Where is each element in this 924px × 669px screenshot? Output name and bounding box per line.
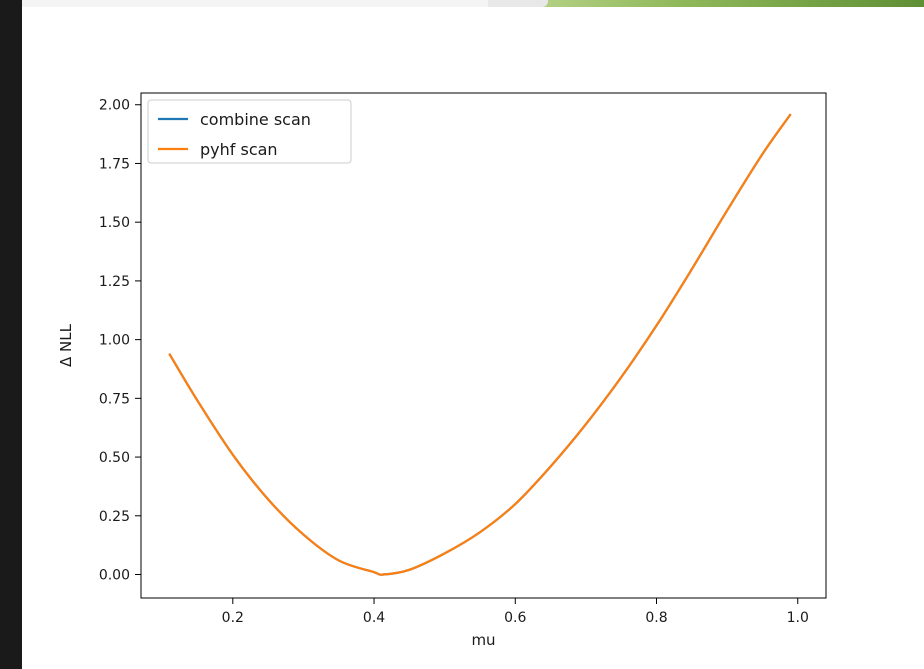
legend-label: combine scan xyxy=(200,110,311,129)
window-top-accent xyxy=(520,0,924,7)
window-top-tab xyxy=(488,0,548,7)
y-tick-label: 2.00 xyxy=(99,98,130,114)
y-tick-label: 1.75 xyxy=(99,156,130,172)
x-axis: 0.2 0.4 0.6 0.8 1.0 xyxy=(222,598,809,626)
x-tick-label: 0.4 xyxy=(363,610,385,626)
y-tick-label: 1.00 xyxy=(99,333,130,349)
window-top-strip xyxy=(22,0,490,7)
y-tick-label: 0.25 xyxy=(99,509,130,525)
series-layer xyxy=(168,113,792,576)
x-axis-label: mu xyxy=(471,631,495,649)
x-tick-label: 0.8 xyxy=(645,610,667,626)
dnll-scan-chart: 0.2 0.4 0.6 0.8 1.0 0.00 0.25 0.50 0.75 1.00 1.25… xyxy=(57,92,827,649)
figure-canvas: 0.2 0.4 0.6 0.8 1.0 0.00 0.25 0.50 0.75 1.00 1.25… xyxy=(22,7,924,669)
legend-box xyxy=(147,99,352,164)
y-tick-label: 0.50 xyxy=(99,450,130,466)
y-axis-label: Δ NLL xyxy=(57,323,75,367)
y-tick-label: 0.00 xyxy=(99,568,130,584)
series-line-combine-scan xyxy=(168,113,792,576)
y-tick-label: 1.50 xyxy=(99,215,130,231)
legend-label: pyhf scan xyxy=(200,140,278,159)
plot-frame xyxy=(140,92,827,599)
y-tick-label: 0.75 xyxy=(99,391,130,407)
x-tick-label: 0.6 xyxy=(504,610,526,626)
x-tick-label: 1.0 xyxy=(787,610,809,626)
y-tick-label: 1.25 xyxy=(99,274,130,290)
legend: combine scan pyhf scan xyxy=(147,99,352,164)
series-line-pyhf-scan xyxy=(168,113,792,576)
y-axis: 0.00 0.25 0.50 0.75 1.00 1.25 1.50 1.75 2.00 xyxy=(99,98,141,584)
x-tick-label: 0.2 xyxy=(222,610,244,626)
